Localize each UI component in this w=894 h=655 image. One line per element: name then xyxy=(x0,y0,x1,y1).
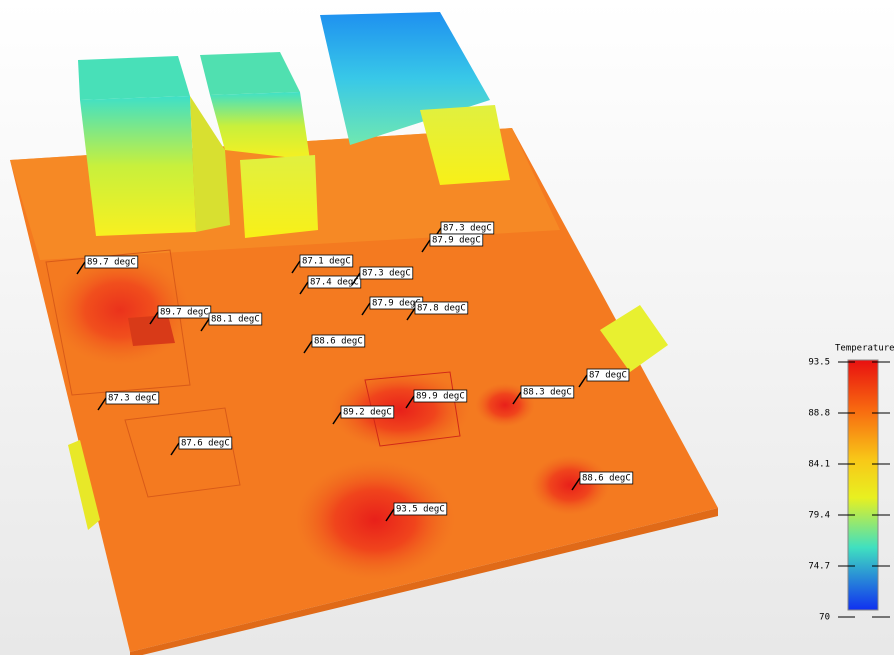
probe-label: 87.3 degC xyxy=(362,269,411,279)
tick-label: 93.5 xyxy=(808,358,830,368)
leader-line xyxy=(405,395,415,409)
probe-label: 87.9 degC xyxy=(432,236,481,246)
leader-line xyxy=(512,391,522,405)
component xyxy=(128,315,175,346)
leader-line xyxy=(200,318,210,332)
probe-box xyxy=(340,405,395,419)
probe-label: 87 degC xyxy=(589,371,627,381)
probe-label: 89.9 degC xyxy=(416,392,465,402)
leader-line xyxy=(351,272,361,286)
block xyxy=(600,305,668,372)
leader-line xyxy=(76,261,86,275)
board-edge xyxy=(130,508,718,655)
leader-line xyxy=(571,477,581,491)
tick-label: 79.4 xyxy=(808,511,830,521)
component xyxy=(124,407,241,498)
colorbar xyxy=(847,359,879,611)
probe-box xyxy=(414,301,469,315)
leader-line xyxy=(385,508,395,522)
block xyxy=(420,105,510,185)
probe-label: 88.6 degC xyxy=(582,474,631,484)
block-top xyxy=(200,52,300,95)
leader-line xyxy=(291,260,301,274)
probe-box xyxy=(299,254,354,268)
probe-box xyxy=(311,334,366,348)
block-top xyxy=(78,56,190,100)
leader-line xyxy=(299,281,309,295)
leader-line xyxy=(406,307,416,321)
leader-line xyxy=(149,311,159,325)
tick-label: 88.8 xyxy=(808,409,830,419)
probe-box xyxy=(579,471,634,485)
probe-box xyxy=(520,385,575,399)
probe-box xyxy=(307,275,362,289)
block xyxy=(210,92,310,160)
probe-label: 87.1 degC xyxy=(302,257,351,267)
probe-box xyxy=(359,266,414,280)
tick-label: 70 xyxy=(819,613,830,623)
probe-label: 87.3 degC xyxy=(443,224,492,234)
block-side xyxy=(190,96,230,232)
probe-label: 88.1 degC xyxy=(211,315,260,325)
probe-box xyxy=(105,391,160,405)
legend-title: Temperature (degC) xyxy=(835,344,894,354)
leader-line xyxy=(361,302,371,316)
probe-label: 87.3 degC xyxy=(108,394,157,404)
probe-label: 89.7 degC xyxy=(160,308,209,318)
probe-box xyxy=(393,502,448,516)
component xyxy=(45,249,191,396)
component xyxy=(364,371,461,447)
probe-label: 87.6 degC xyxy=(181,439,230,449)
leader-line xyxy=(170,442,180,456)
probe-label: 89.7 degC xyxy=(87,258,136,268)
probe-box xyxy=(413,389,468,403)
block xyxy=(68,440,100,530)
probe-label: 87.4 degC xyxy=(310,278,359,288)
probe-label: 89.2 degC xyxy=(343,408,392,418)
hotspot xyxy=(530,455,610,515)
probe-box xyxy=(586,368,630,382)
probe-label: 88.6 degC xyxy=(314,337,363,347)
tick-label: 74.7 xyxy=(808,562,830,572)
leader-line xyxy=(421,239,431,253)
block xyxy=(240,155,318,238)
tick-label: 84.1 xyxy=(808,460,830,470)
colorbar-ticks: 93.5 88.8 84.1 79.4 74.7 70 xyxy=(808,358,890,623)
probe-box xyxy=(84,255,139,269)
leader-line xyxy=(332,411,342,425)
probe-label: 87.9 degC xyxy=(372,299,421,309)
probe-box xyxy=(178,436,233,450)
leader-line xyxy=(578,374,588,388)
probe-label: 93.5 degC xyxy=(396,505,445,515)
probe-label: 87.8 degC xyxy=(417,304,466,314)
block xyxy=(80,96,196,236)
probe-box xyxy=(208,312,263,326)
probe-label: 88.3 degC xyxy=(523,388,572,398)
leader-line xyxy=(303,340,313,354)
probe-labels: 89.7 degC 87.1 degC 87.3 degC 87.9 degC 87.4… xyxy=(76,221,634,522)
probe-box xyxy=(157,305,212,319)
probe-box xyxy=(429,233,484,247)
leader-line xyxy=(97,397,107,411)
hotspot xyxy=(295,460,455,580)
